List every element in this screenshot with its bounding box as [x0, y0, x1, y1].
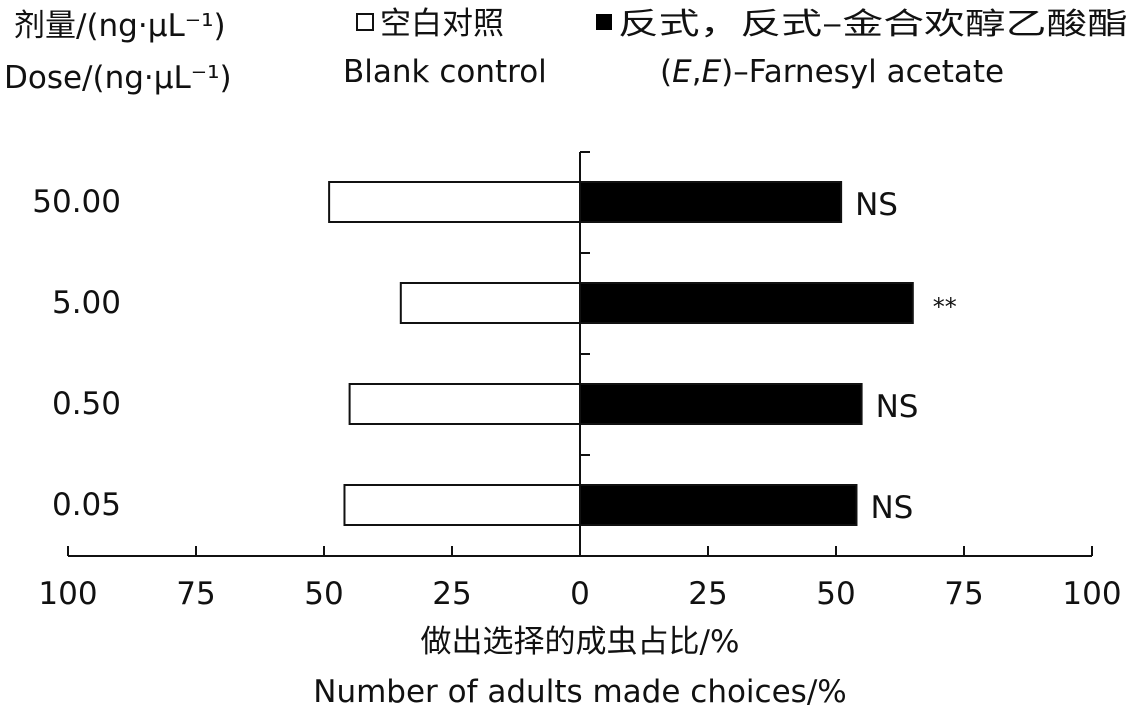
category-labels: 50.00 5.00 0.50 0.05 — [32, 184, 121, 523]
significance-labels: NS ** NS NS — [855, 187, 957, 526]
legend-swatch-blank — [356, 13, 374, 31]
dose-label-en: Dose/(ng·μL⁻¹) — [4, 60, 232, 96]
x-tick-label: 25 — [688, 576, 727, 612]
x-tick-label: 50 — [304, 576, 343, 612]
bar-farnesyl-acetate — [579, 484, 858, 526]
category-label: 0.50 — [52, 386, 121, 422]
x-tick-label: 50 — [816, 576, 855, 612]
x-tick-label: 75 — [176, 576, 215, 612]
bar-blank-control — [343, 484, 582, 526]
significance-label: ** — [933, 293, 957, 321]
category-label: 0.05 — [52, 487, 121, 523]
significance-label: NS — [855, 187, 898, 223]
legend-swatch-farnesyl — [596, 14, 612, 30]
x-tick-label: 100 — [38, 576, 97, 612]
x-tick-label: 75 — [944, 576, 983, 612]
category-label: 5.00 — [52, 285, 121, 321]
significance-label: NS — [876, 389, 919, 425]
legend-label-blank-en: Blank control — [343, 54, 547, 90]
category-label: 50.00 — [32, 184, 121, 220]
bar-farnesyl-acetate — [579, 181, 843, 223]
bars — [328, 181, 914, 526]
bar-blank-control — [399, 282, 581, 324]
bar-blank-control — [348, 383, 581, 425]
bar-farnesyl-acetate — [579, 282, 914, 324]
bar-farnesyl-acetate — [579, 383, 863, 425]
legend-label-farnesyl-cn: 反式，反式–金合欢醇乙酸酯 — [618, 7, 1128, 42]
legend: 空白对照 Blank control 反式，反式–金合欢醇乙酸酯 (E,E)–F… — [343, 6, 1128, 90]
center-axis-ticks — [580, 151, 590, 456]
bar-blank-control — [328, 181, 581, 223]
x-axis-label-en: Number of adults made choices/% — [313, 674, 846, 710]
x-tick-label: 100 — [1062, 576, 1121, 612]
x-axis-ticks — [67, 546, 1093, 556]
x-axis-label-cn: 做出选择的成虫占比/% — [421, 624, 740, 660]
legend-label-blank-cn: 空白对照 — [380, 6, 504, 42]
x-tick-label: 25 — [432, 576, 471, 612]
dose-label-cn: 剂量/(ng·μL⁻¹) — [14, 8, 226, 44]
legend-label-farnesyl-en: (E,E)–Farnesyl acetate — [660, 54, 1004, 90]
significance-label: NS — [870, 490, 913, 526]
x-axis-tick-labels: 100 75 50 25 0 25 50 75 100 — [38, 576, 1121, 612]
x-tick-label: 0 — [570, 576, 590, 612]
